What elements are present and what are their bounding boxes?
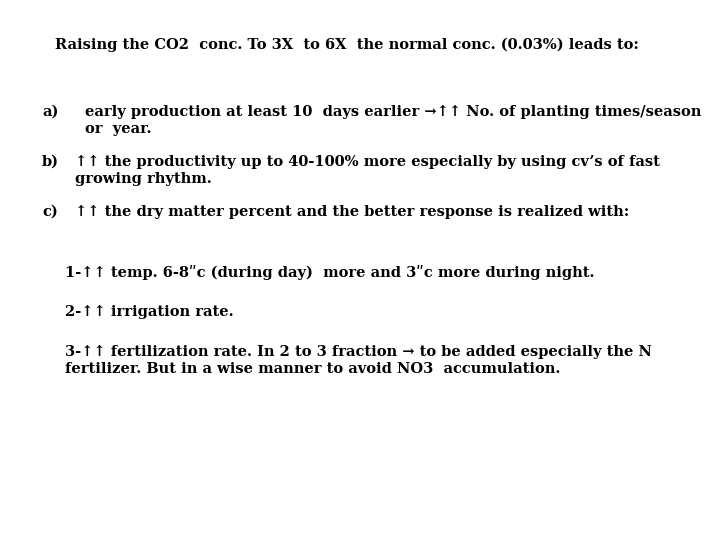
Text: Raising the CO2  conc. To 3X  to 6X  the normal conc. (0.03%) leads to:: Raising the CO2 conc. To 3X to 6X the no… xyxy=(55,38,639,52)
Text: ↑↑ the dry matter percent and the better response is realized with:: ↑↑ the dry matter percent and the better… xyxy=(75,205,629,219)
Text: a): a) xyxy=(42,105,58,119)
Text: 2-↑↑ irrigation rate.: 2-↑↑ irrigation rate. xyxy=(65,305,233,319)
Text: growing rhythm.: growing rhythm. xyxy=(75,172,212,186)
Text: fertilizer. But in a wise manner to avoid NO3  accumulation.: fertilizer. But in a wise manner to avoi… xyxy=(65,362,560,376)
Text: or  year.: or year. xyxy=(85,122,151,136)
Text: 3-↑↑ fertilization rate. In 2 to 3 fraction → to be added especially the N: 3-↑↑ fertilization rate. In 2 to 3 fract… xyxy=(65,345,652,359)
Text: early production at least 10  days earlier →↑↑ No. of planting times/season: early production at least 10 days earlie… xyxy=(85,105,701,119)
Text: ↑↑ the productivity up to 40-100% more especially by using cv’s of fast: ↑↑ the productivity up to 40-100% more e… xyxy=(75,155,660,169)
Text: 1-↑↑ temp. 6-8ʺc (during day)  more and 3ʺc more during night.: 1-↑↑ temp. 6-8ʺc (during day) more and 3… xyxy=(65,265,595,280)
Text: c): c) xyxy=(42,205,58,219)
Text: b): b) xyxy=(42,155,59,169)
